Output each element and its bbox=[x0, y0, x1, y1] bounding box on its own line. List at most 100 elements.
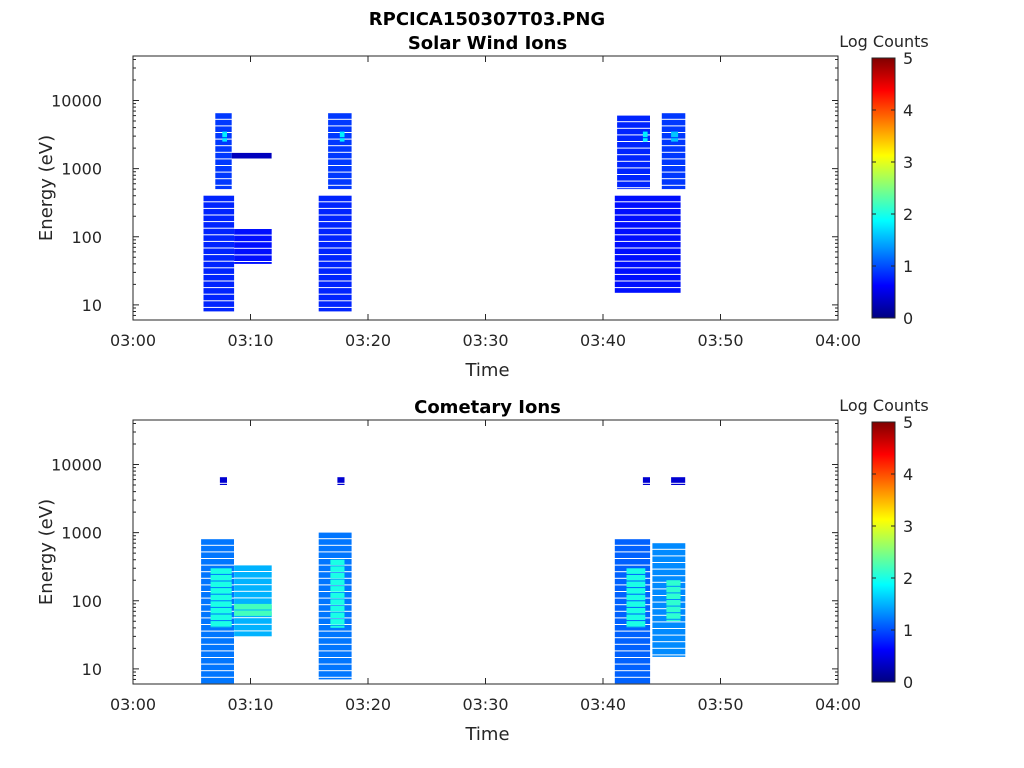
heatmap-cell bbox=[614, 195, 681, 202]
heatmap-cell bbox=[614, 281, 681, 288]
heatmap-cell bbox=[328, 179, 352, 185]
data-block bbox=[219, 477, 227, 485]
panel-title: Solar Wind Ions bbox=[408, 33, 567, 54]
heatmap-cell bbox=[626, 574, 646, 581]
heatmap-cell bbox=[201, 539, 234, 545]
heatmap-cell bbox=[626, 594, 646, 601]
heatmap-cell bbox=[614, 539, 651, 545]
colorbar-tick-label: 0 bbox=[903, 673, 913, 692]
heatmap-cell bbox=[652, 648, 686, 655]
heatmap-cell bbox=[219, 483, 227, 485]
heatmap-cell bbox=[666, 606, 681, 613]
heatmap-cell bbox=[203, 301, 235, 307]
heatmap-cell bbox=[318, 532, 352, 539]
heatmap-cell bbox=[614, 222, 681, 228]
colorbar-tick-label: 1 bbox=[903, 257, 913, 276]
heatmap-cell bbox=[652, 549, 686, 556]
data-block bbox=[234, 229, 272, 264]
heatmap-cell bbox=[617, 128, 650, 135]
heatmap-cell bbox=[234, 565, 272, 571]
heatmap-cell bbox=[328, 166, 352, 172]
heatmap-cell bbox=[626, 581, 646, 588]
heatmap-cell bbox=[339, 138, 345, 142]
y-tick-label: 1000 bbox=[61, 524, 102, 543]
heatmap-cell bbox=[201, 559, 234, 565]
heatmap-cell bbox=[328, 185, 352, 190]
heatmap-cell bbox=[203, 235, 235, 241]
heatmap-cell bbox=[330, 605, 345, 612]
data-block bbox=[337, 477, 345, 485]
heatmap-cell bbox=[626, 607, 646, 614]
heatmap-cell bbox=[652, 629, 686, 635]
heatmap-cell bbox=[210, 621, 232, 627]
heatmap-cell bbox=[201, 545, 234, 552]
colorbar-tick-label: 5 bbox=[903, 49, 913, 68]
heatmap-cell bbox=[318, 281, 352, 288]
heatmap-cell bbox=[203, 261, 235, 268]
heatmap-cell bbox=[234, 235, 272, 242]
heatmap-cell bbox=[661, 119, 686, 126]
heatmap-cell bbox=[617, 175, 650, 181]
heatmap-cell bbox=[203, 288, 235, 294]
heatmap-cell bbox=[652, 655, 686, 657]
heatmap-cell bbox=[210, 607, 232, 614]
heatmap-cell bbox=[330, 579, 345, 586]
heatmap-cell bbox=[671, 138, 679, 142]
data-block bbox=[666, 580, 681, 622]
heatmap-cell bbox=[642, 477, 650, 483]
heatmap-cell bbox=[215, 179, 232, 185]
data-block bbox=[234, 565, 272, 637]
heatmap-cell bbox=[234, 242, 272, 248]
heatmap-cell bbox=[328, 159, 352, 165]
heatmap-cell bbox=[215, 152, 232, 159]
heatmap-cell bbox=[330, 566, 345, 572]
x-tick-label: 03:00 bbox=[110, 695, 156, 714]
x-tick-label: 03:30 bbox=[462, 331, 508, 350]
heatmap-cell bbox=[203, 202, 235, 208]
heatmap-cell bbox=[330, 586, 345, 592]
heatmap-cell bbox=[337, 483, 345, 485]
heatmap-cell bbox=[203, 248, 235, 255]
heatmap-cell bbox=[203, 281, 235, 288]
heatmap-cell bbox=[614, 241, 681, 248]
heatmap-cell bbox=[661, 113, 686, 119]
heatmap-cell bbox=[318, 222, 352, 228]
x-tick-label: 03:20 bbox=[345, 695, 391, 714]
heatmap-cell bbox=[215, 146, 232, 152]
heatmap-cell bbox=[215, 172, 232, 179]
heatmap-cell bbox=[203, 255, 235, 261]
heatmap-cell bbox=[318, 658, 352, 664]
heatmap-cell bbox=[328, 126, 352, 132]
heatmap-cell bbox=[642, 138, 648, 142]
heatmap-cell bbox=[215, 166, 232, 172]
heatmap-cell bbox=[201, 658, 234, 664]
heatmap-cell bbox=[617, 142, 650, 148]
heatmap-cell bbox=[318, 202, 352, 208]
y-tick-label: 1000 bbox=[61, 160, 102, 179]
colorbar-tick-label: 2 bbox=[903, 569, 913, 588]
heatmap-cell bbox=[330, 619, 345, 625]
heatmap-cell bbox=[201, 677, 234, 684]
heatmap-cell bbox=[201, 664, 234, 671]
x-tick-label: 03:40 bbox=[580, 695, 626, 714]
heatmap-cell bbox=[318, 664, 352, 671]
x-tick-label: 03:10 bbox=[227, 695, 273, 714]
cometary-panel: 03:00 03:10 03:20 03:30 03:40 03:50 04:0010100… bbox=[36, 396, 929, 745]
x-tick-label: 03:50 bbox=[697, 695, 743, 714]
heatmap-cell bbox=[328, 152, 352, 159]
heatmap-cell bbox=[614, 215, 681, 222]
heatmap-cell bbox=[661, 146, 686, 152]
heatmap-cell bbox=[201, 631, 234, 638]
heatmap-cell bbox=[318, 274, 352, 281]
heatmap-cell bbox=[328, 119, 352, 126]
heatmap-cell bbox=[318, 677, 352, 680]
data-block bbox=[328, 113, 352, 190]
heatmap-cell bbox=[318, 228, 352, 235]
colorbar-gradient bbox=[871, 57, 896, 319]
heatmap-cell bbox=[652, 563, 686, 569]
heatmap-cell bbox=[219, 477, 227, 483]
data-block bbox=[642, 131, 648, 142]
heatmap-cell bbox=[234, 585, 272, 591]
heatmap-cell bbox=[210, 594, 232, 601]
